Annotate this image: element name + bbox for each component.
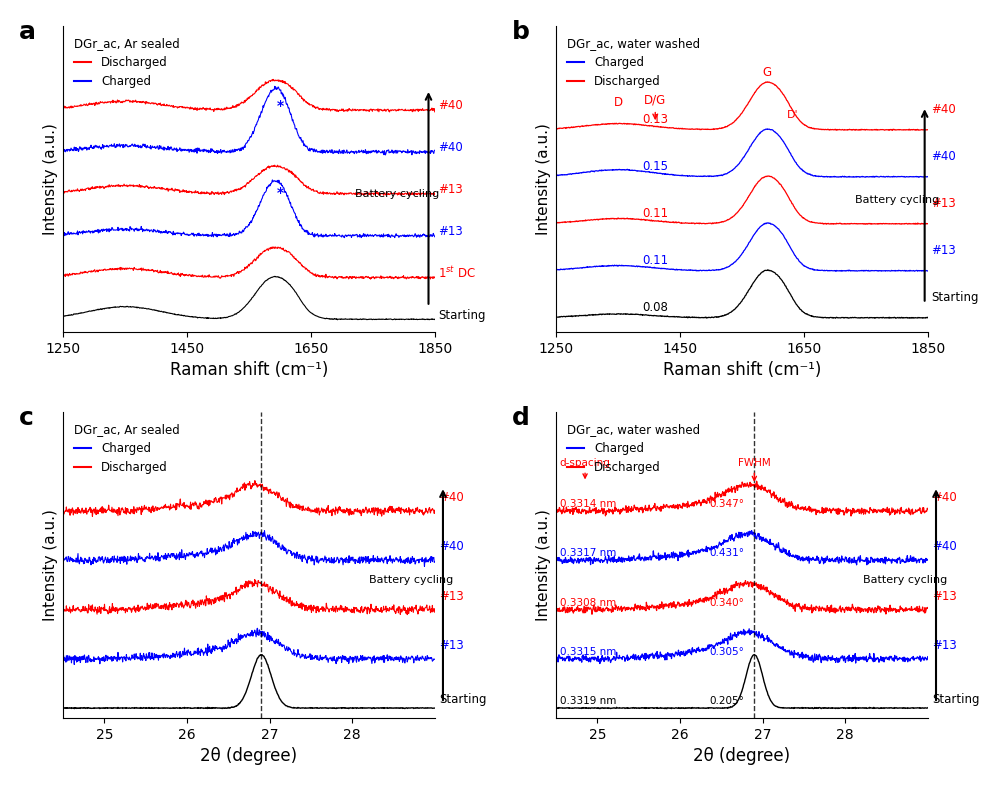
Text: #13: #13 xyxy=(438,183,463,196)
Text: #13: #13 xyxy=(439,639,464,652)
Text: #40: #40 xyxy=(932,540,957,553)
Text: #13: #13 xyxy=(931,197,956,211)
Text: #40: #40 xyxy=(931,103,956,116)
Text: 0.11: 0.11 xyxy=(642,254,668,266)
Text: d-spacing: d-spacing xyxy=(560,457,611,478)
Text: #40: #40 xyxy=(438,99,463,112)
Text: FWHM: FWHM xyxy=(738,457,771,480)
Text: 0.3317 nm: 0.3317 nm xyxy=(560,549,617,558)
Y-axis label: Intensity (a.u.): Intensity (a.u.) xyxy=(536,509,551,621)
Legend: Charged, Discharged: Charged, Discharged xyxy=(69,418,184,479)
Text: D/G: D/G xyxy=(644,94,666,119)
Text: 0.3308 nm: 0.3308 nm xyxy=(560,597,617,608)
Text: 0.305°: 0.305° xyxy=(709,647,744,657)
Legend: Charged, Discharged: Charged, Discharged xyxy=(562,32,705,93)
Text: 0.15: 0.15 xyxy=(642,160,668,173)
Text: a: a xyxy=(19,20,36,44)
X-axis label: 2θ (degree): 2θ (degree) xyxy=(200,747,297,765)
Legend: Charged, Discharged: Charged, Discharged xyxy=(562,418,705,479)
Text: Battery cycling: Battery cycling xyxy=(863,575,947,585)
Text: 1$^{st}$ DC: 1$^{st}$ DC xyxy=(438,266,476,281)
X-axis label: Raman shift (cm⁻¹): Raman shift (cm⁻¹) xyxy=(663,361,821,379)
Text: D': D' xyxy=(787,110,798,120)
Text: #40: #40 xyxy=(438,141,463,154)
X-axis label: 2θ (degree): 2θ (degree) xyxy=(693,747,791,765)
Text: #13: #13 xyxy=(931,244,956,257)
Text: #40: #40 xyxy=(931,150,956,163)
Text: Starting: Starting xyxy=(932,693,979,706)
Text: 0.340°: 0.340° xyxy=(709,597,744,608)
Text: 0.08: 0.08 xyxy=(642,301,668,314)
Text: 0.13: 0.13 xyxy=(642,112,668,126)
Legend: Discharged, Charged: Discharged, Charged xyxy=(69,32,184,93)
Text: 0.11: 0.11 xyxy=(642,207,668,219)
Text: #13: #13 xyxy=(932,639,957,652)
Text: #13: #13 xyxy=(438,225,463,238)
Text: b: b xyxy=(512,20,529,44)
Text: 0.347°: 0.347° xyxy=(709,499,744,509)
Text: c: c xyxy=(19,406,33,430)
Y-axis label: Intensity (a.u.): Intensity (a.u.) xyxy=(536,123,551,235)
Text: Starting: Starting xyxy=(931,292,978,304)
Text: Starting: Starting xyxy=(439,693,486,706)
Text: #13: #13 xyxy=(439,590,464,603)
Text: *: * xyxy=(276,185,283,200)
Text: D: D xyxy=(614,96,623,109)
Text: #13: #13 xyxy=(932,590,957,603)
Text: 0.3319 nm: 0.3319 nm xyxy=(560,696,617,706)
Text: #40: #40 xyxy=(932,491,957,504)
Text: #40: #40 xyxy=(439,540,464,553)
Text: 0.3314 nm: 0.3314 nm xyxy=(560,499,617,509)
Text: 0.431°: 0.431° xyxy=(709,549,744,558)
Y-axis label: Intensity (a.u.): Intensity (a.u.) xyxy=(43,123,58,235)
Y-axis label: Intensity (a.u.): Intensity (a.u.) xyxy=(43,509,58,621)
X-axis label: Raman shift (cm⁻¹): Raman shift (cm⁻¹) xyxy=(170,361,328,379)
Text: Battery cycling: Battery cycling xyxy=(855,195,939,205)
Text: #40: #40 xyxy=(439,491,464,504)
Text: 0.205°: 0.205° xyxy=(709,696,744,706)
Text: *: * xyxy=(276,99,283,113)
Text: d: d xyxy=(512,406,529,430)
Text: Battery cycling: Battery cycling xyxy=(355,189,440,199)
Text: G: G xyxy=(762,66,771,79)
Text: 0.3315 nm: 0.3315 nm xyxy=(560,647,617,657)
Text: Starting: Starting xyxy=(438,309,485,321)
Text: Battery cycling: Battery cycling xyxy=(369,575,454,585)
